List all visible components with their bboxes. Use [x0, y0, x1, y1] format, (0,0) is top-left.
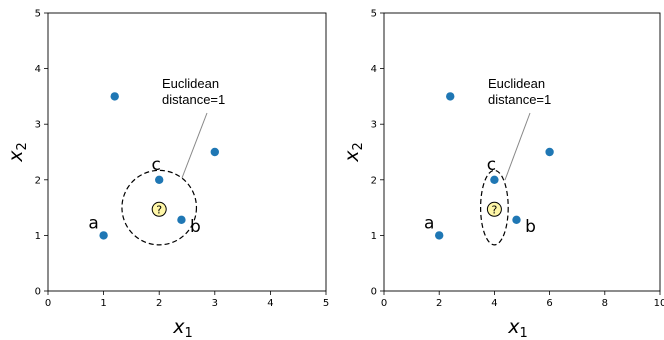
x-tick-label: 0 — [45, 298, 51, 309]
data-point — [490, 175, 499, 184]
y-tick-label: 3 — [35, 120, 41, 131]
data-point — [177, 215, 186, 225]
y-tick-label: 5 — [371, 9, 377, 20]
y-tick-label: 0 — [371, 287, 377, 298]
x-axis-label: x1 — [507, 316, 528, 340]
y-tick-label: 2 — [371, 175, 377, 186]
x-tick-label: 4 — [491, 298, 497, 309]
x-tick-label: 4 — [267, 298, 273, 309]
x-tick-label: 2 — [436, 298, 442, 309]
y-tick-label: 4 — [371, 64, 377, 75]
y-axis-label: x2 — [341, 142, 366, 163]
point-label-b: b — [190, 217, 201, 237]
x-axis-label: x1 — [172, 316, 193, 340]
query-point — [151, 201, 167, 217]
annotation-leader-line — [181, 112, 208, 179]
data-point — [110, 92, 119, 101]
y-axis-label: x2 — [5, 142, 30, 163]
y-tick-label: 2 — [35, 175, 41, 186]
data-point — [512, 215, 521, 225]
x-tick-label: 2 — [156, 298, 162, 309]
query-point-symbol: ? — [156, 203, 162, 216]
y-tick-label: 1 — [371, 231, 377, 242]
x-tick-label: 6 — [546, 298, 552, 309]
distance-boundary — [121, 169, 198, 246]
data-point — [155, 175, 164, 184]
y-tick-label: 5 — [35, 9, 41, 20]
x-tick-label: 3 — [212, 298, 218, 309]
data-point — [446, 92, 455, 101]
point-label-a: a — [88, 213, 98, 233]
y-tick-label: 0 — [35, 287, 41, 298]
point-label-c: c — [487, 155, 496, 175]
y-tick-label: 3 — [371, 120, 377, 131]
query-point — [486, 201, 502, 217]
x-tick-label: 8 — [602, 298, 608, 309]
query-point-symbol: ? — [491, 203, 497, 216]
distance-boundary — [480, 169, 509, 246]
annotation-text: Euclidean — [162, 76, 219, 91]
data-point — [210, 147, 219, 157]
y-tick-label: 1 — [35, 231, 41, 242]
plot-frame — [47, 12, 327, 292]
annotation-text: Euclidean — [488, 76, 545, 91]
annotation-text: distance=1 — [162, 92, 225, 107]
data-point — [99, 231, 108, 240]
data-point — [545, 147, 554, 157]
plot-frame — [383, 12, 661, 292]
point-label-c: c — [152, 155, 161, 175]
x-tick-label: 1 — [100, 298, 106, 309]
annotation-text: distance=1 — [488, 92, 551, 107]
x-tick-label: 0 — [381, 298, 387, 309]
data-point — [435, 231, 444, 240]
annotation-leader-line — [504, 112, 531, 181]
x-tick-label: 10 — [654, 298, 664, 309]
x-tick-label: 5 — [323, 298, 329, 309]
point-label-b: b — [525, 217, 536, 237]
point-label-a: a — [424, 213, 434, 233]
y-tick-label: 4 — [35, 64, 41, 75]
